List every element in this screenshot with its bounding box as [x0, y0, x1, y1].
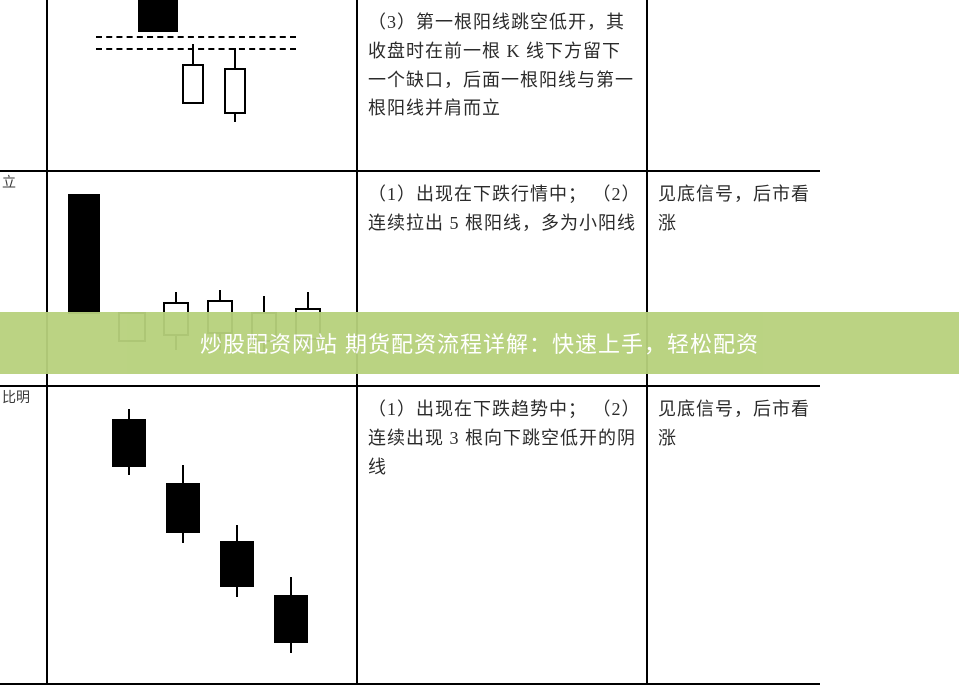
- banner-text: 炒股配资网站 期货配资流程详解：快速上手，轻松配资: [200, 327, 759, 359]
- row-label: [0, 0, 48, 170]
- candle-body: [274, 595, 308, 643]
- chart-cell: [48, 387, 358, 683]
- row-label: 比明: [0, 387, 48, 683]
- candle-body: [182, 64, 204, 104]
- candle-body: [224, 68, 246, 114]
- description-cell: （3）第一根阳线跳空低开，其收盘时在前一根 K 线下方留下一个缺口，后面一根阳线…: [358, 0, 648, 170]
- candle-body: [220, 541, 254, 587]
- candle-body: [112, 419, 146, 467]
- candlestick-chart: [48, 0, 356, 170]
- candle-body: [166, 483, 200, 533]
- description-cell: （1）出现在下跌趋势中； （2）连续出现 3 根向下跳空低开的阴线: [358, 387, 648, 683]
- chart-cell: [48, 0, 358, 170]
- candle-body: [138, 0, 178, 32]
- table-row: （3）第一根阳线跳空低开，其收盘时在前一根 K 线下方留下一个缺口，后面一根阳线…: [0, 0, 820, 172]
- signal-cell: [648, 0, 820, 170]
- overlay-banner: 炒股配资网站 期货配资流程详解：快速上手，轻松配资: [0, 312, 959, 374]
- candlestick-chart: [48, 387, 356, 683]
- table-row: 比明 （1）出现在下跌趋势中； （2）连续出现 3 根向下跳空低开的阴线 见底信…: [0, 387, 820, 685]
- dash-line: [96, 36, 296, 38]
- candle-body: [68, 194, 100, 314]
- dash-line: [96, 48, 296, 50]
- signal-cell: 见底信号，后市看涨: [648, 387, 820, 683]
